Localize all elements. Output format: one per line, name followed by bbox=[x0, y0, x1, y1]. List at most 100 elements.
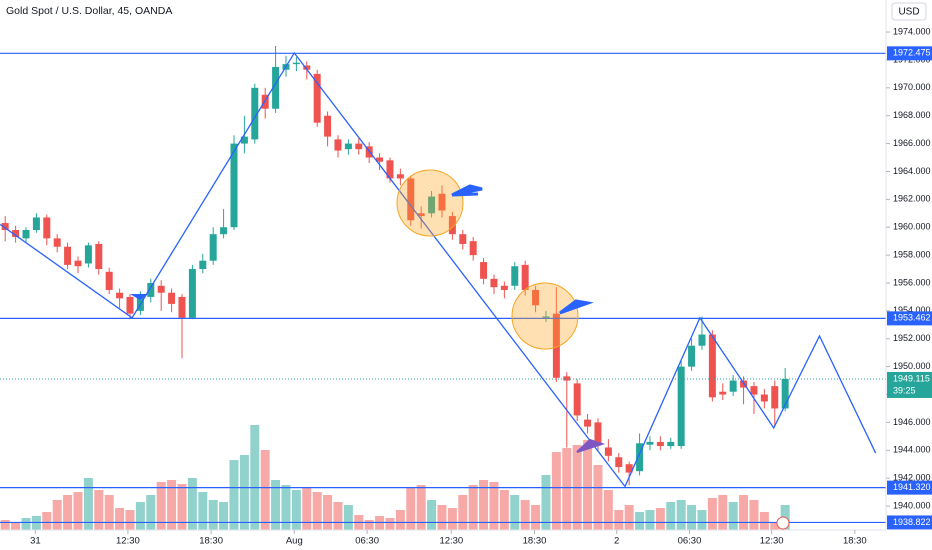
candle-body bbox=[12, 230, 20, 237]
candle-body bbox=[480, 262, 488, 279]
volume-bar bbox=[624, 505, 634, 530]
volume-bar bbox=[323, 495, 333, 530]
volume-bar bbox=[458, 495, 468, 530]
volume-bar bbox=[749, 500, 759, 530]
volume-bar bbox=[510, 495, 520, 530]
volume-bar bbox=[479, 480, 489, 530]
event-icon[interactable] bbox=[776, 516, 790, 530]
candle-body bbox=[303, 65, 311, 70]
volume-bar bbox=[0, 520, 10, 530]
volume-bar bbox=[385, 518, 395, 530]
countdown: 39:25 bbox=[893, 385, 916, 395]
candle-body bbox=[646, 441, 654, 445]
candle-body bbox=[636, 443, 644, 472]
candle-body bbox=[147, 282, 155, 297]
y-tick-label: 1960.000 bbox=[893, 222, 931, 232]
x-tick-label: Aug bbox=[286, 536, 303, 547]
candle-body bbox=[1, 223, 9, 231]
volume-bar bbox=[271, 480, 281, 530]
y-tick-label: 1940.000 bbox=[893, 500, 931, 510]
y-tick-label: 1952.000 bbox=[893, 333, 931, 343]
last-price-box bbox=[887, 371, 932, 398]
volume-bar bbox=[531, 505, 541, 530]
volume-bar bbox=[447, 508, 457, 530]
candle-body bbox=[407, 178, 415, 221]
volume-bar bbox=[416, 485, 426, 530]
candle-body bbox=[584, 419, 592, 427]
volume-bar bbox=[333, 502, 343, 530]
candle-body bbox=[344, 143, 352, 150]
volume-bar bbox=[52, 500, 62, 530]
volume-bar bbox=[167, 480, 177, 530]
candle-body bbox=[729, 380, 737, 392]
axes: 1940.0001942.0001944.0001946.0001948.000… bbox=[30, 26, 932, 547]
volume-bar bbox=[177, 484, 187, 530]
x-tick-label: 18:30 bbox=[843, 536, 867, 547]
candle-body bbox=[438, 193, 446, 211]
candle-body bbox=[251, 87, 259, 140]
candle-body bbox=[324, 115, 332, 137]
level-label-box bbox=[887, 480, 932, 495]
candle-body bbox=[677, 366, 685, 447]
candle-body bbox=[188, 269, 196, 318]
volume-bar bbox=[115, 508, 125, 530]
candle-body bbox=[511, 266, 519, 286]
volume-bar bbox=[603, 490, 613, 530]
candle-body bbox=[74, 260, 82, 267]
highlight-circle bbox=[511, 282, 579, 350]
x-tick-label: 12:30 bbox=[116, 536, 140, 547]
candle-body bbox=[698, 334, 706, 346]
volume-bar bbox=[739, 495, 749, 530]
volume-bar bbox=[676, 500, 686, 530]
currency[interactable]: USD bbox=[898, 7, 919, 18]
candle-body bbox=[32, 217, 40, 231]
zigzag-line bbox=[0, 51, 877, 488]
arrow bbox=[451, 184, 483, 197]
x-tick-label: 18:30 bbox=[523, 536, 547, 547]
volume-bar bbox=[395, 510, 405, 530]
volume-bar bbox=[614, 510, 624, 530]
candle-body bbox=[594, 422, 602, 445]
x-tick-label: 12:30 bbox=[760, 536, 784, 547]
candle-body bbox=[459, 234, 467, 244]
candle-body bbox=[552, 313, 560, 378]
volume-bar bbox=[687, 505, 697, 530]
candle-body bbox=[396, 174, 404, 179]
candle-body bbox=[43, 217, 51, 239]
candle-body bbox=[95, 243, 103, 270]
volume-bar bbox=[291, 490, 301, 530]
candle-body bbox=[292, 62, 300, 65]
volume-bar bbox=[759, 512, 769, 530]
y-tick-label: 1964.000 bbox=[893, 166, 931, 176]
volume-bar bbox=[229, 460, 239, 530]
volume-bar bbox=[21, 518, 31, 530]
y-tick-label: 1946.000 bbox=[893, 417, 931, 427]
volume-bar bbox=[655, 508, 665, 530]
y-tick-label: 1970.000 bbox=[893, 82, 931, 92]
volume-bar bbox=[499, 490, 509, 530]
x-tick-label: 06:30 bbox=[355, 536, 379, 547]
candle-body bbox=[750, 386, 758, 395]
x-tick-label: 2 bbox=[614, 536, 619, 547]
currency-button[interactable] bbox=[891, 2, 927, 21]
volume-bar bbox=[728, 502, 738, 530]
candle-body bbox=[760, 394, 768, 402]
candle-body bbox=[688, 345, 696, 367]
candle-body bbox=[53, 238, 61, 247]
x-tick-label: 12:30 bbox=[439, 536, 463, 547]
candle-body bbox=[386, 160, 394, 179]
volume-bar bbox=[645, 510, 655, 530]
candle-body bbox=[615, 457, 623, 467]
candle-body bbox=[157, 285, 165, 293]
level-label-box bbox=[887, 311, 932, 326]
candle-body bbox=[105, 271, 113, 290]
candle-body bbox=[230, 143, 238, 228]
volume-bar bbox=[104, 495, 114, 530]
arrow bbox=[576, 438, 606, 453]
volume-bar bbox=[468, 485, 478, 530]
volume-bar bbox=[219, 502, 229, 530]
candle-body bbox=[313, 73, 321, 123]
volume-bar bbox=[302, 488, 312, 530]
y-tick-label: 1956.000 bbox=[893, 277, 931, 287]
